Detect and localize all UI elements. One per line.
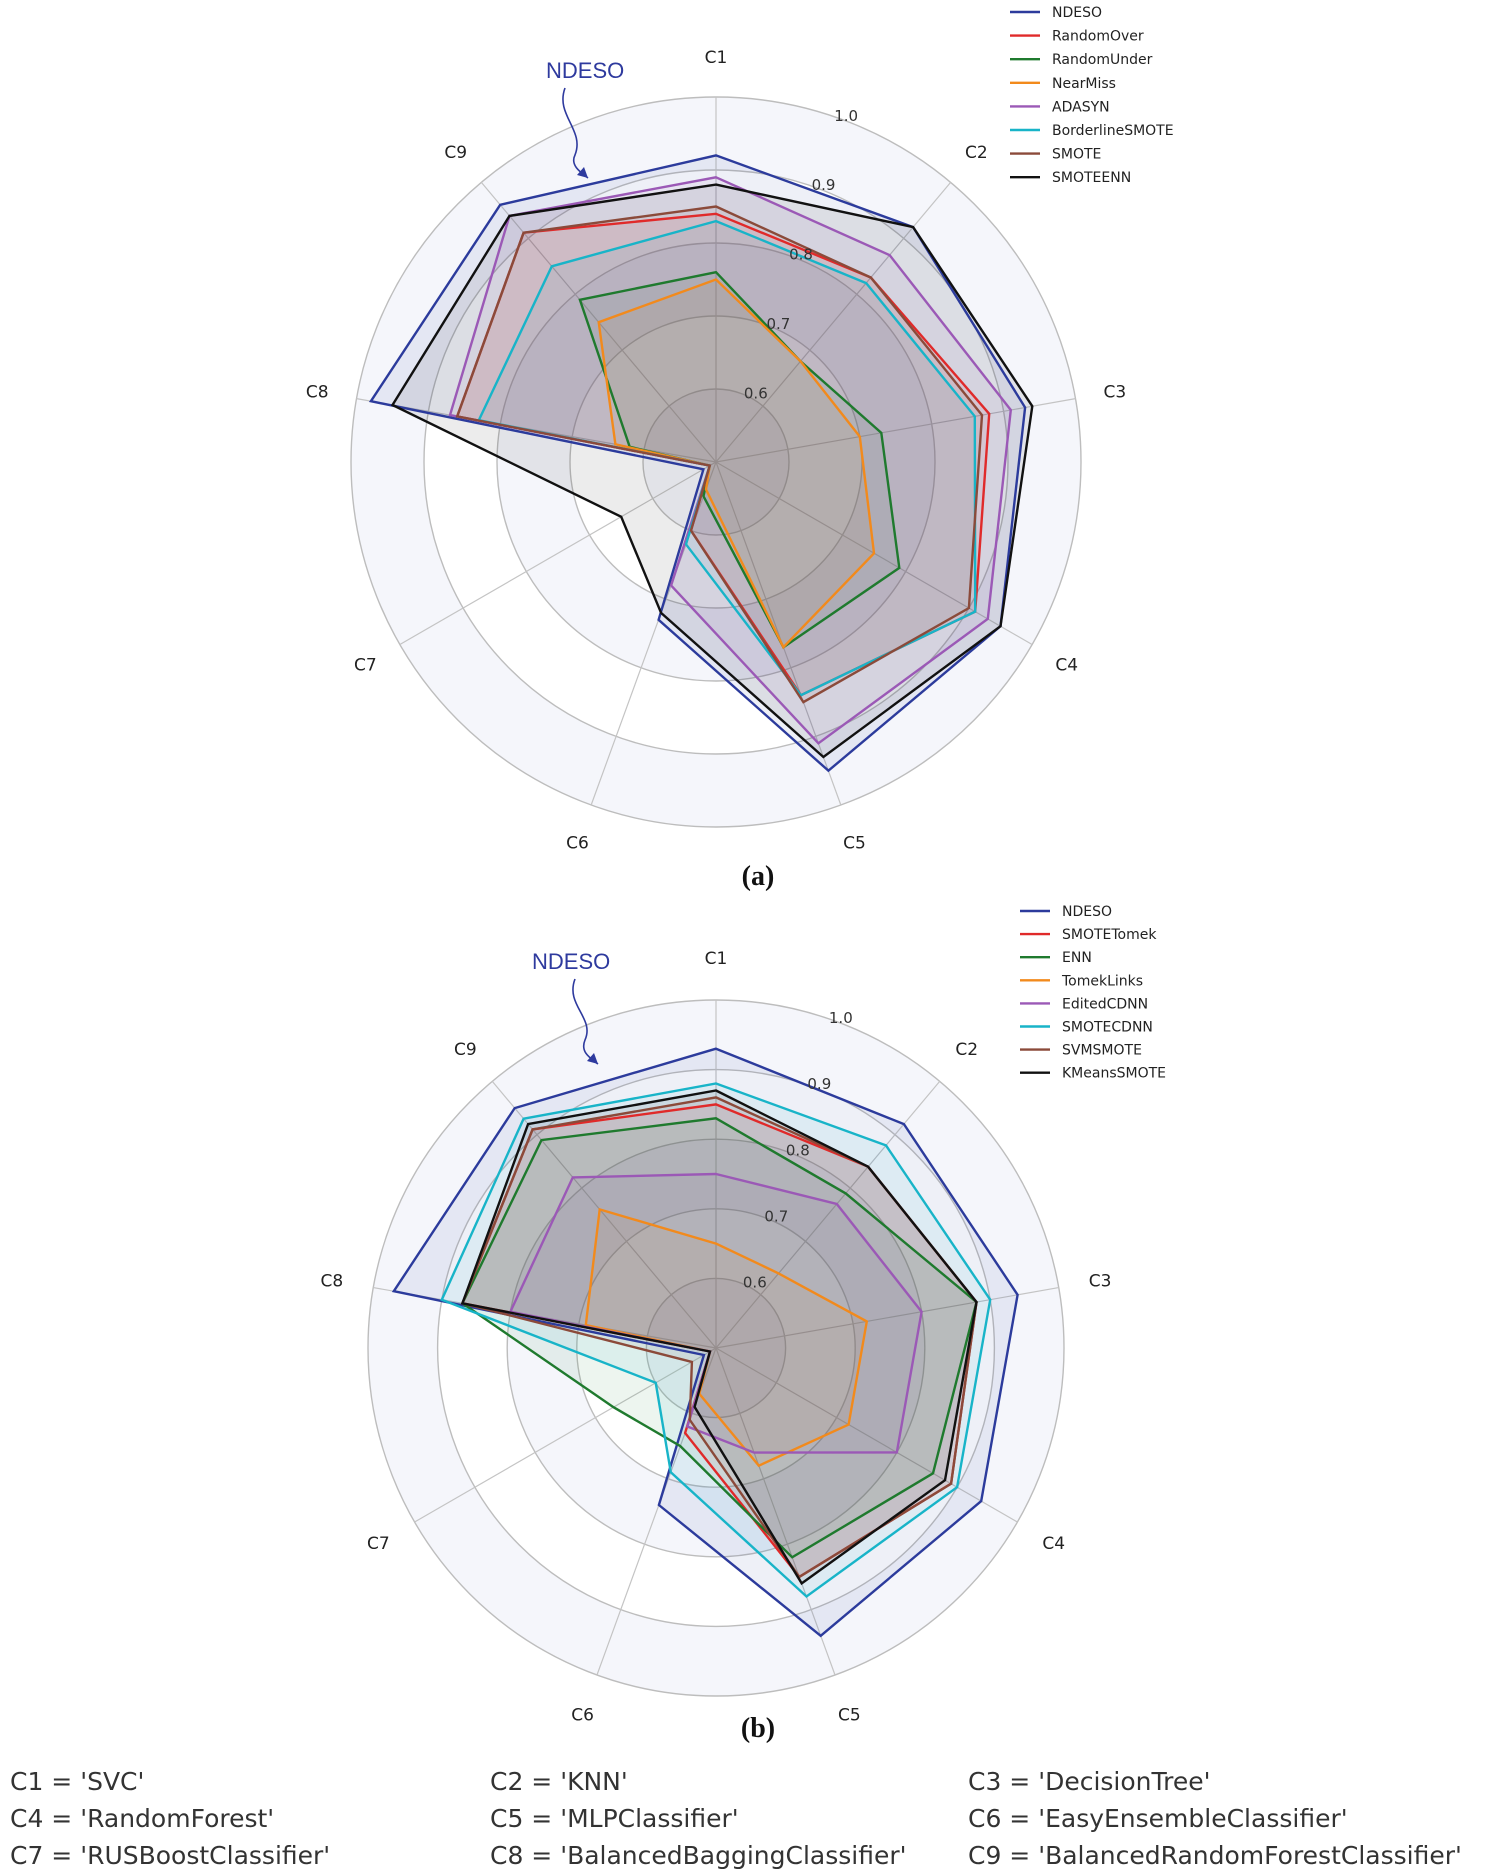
legend-label: SMOTECDNN (1062, 1020, 1153, 1036)
series-fill-enn (462, 1118, 977, 1558)
series-line-borderlinesmote (477, 219, 977, 697)
tick-label: 0.8 (786, 1141, 810, 1159)
tick-label: 0.9 (807, 1075, 831, 1093)
tick-label: 0.6 (744, 385, 768, 403)
axis-label-c8: C8 (321, 1271, 344, 1291)
legend-label: SVMSMOTE (1062, 1043, 1142, 1059)
legend-label: ENN (1062, 950, 1092, 966)
legend-label: RandomUnder (1052, 52, 1153, 68)
series-line-smotecdnn (440, 1082, 992, 1599)
series-line-adasyn (448, 176, 1013, 745)
axis-label-c2: C2 (955, 1040, 978, 1060)
tick-label: 0.8 (789, 246, 813, 264)
axis-spoke (715, 461, 842, 806)
series-line-enn (460, 1117, 978, 1559)
legend-label: NearMiss (1052, 76, 1116, 92)
series-fill-smoteenn (392, 184, 1033, 758)
axis-label-c9: C9 (444, 143, 467, 163)
key-entry: C5 = 'MLPClassifier' (490, 1804, 739, 1833)
key-entry: C4 = 'RandomForest' (10, 1804, 274, 1833)
legend-label: SMOTEENN (1052, 170, 1131, 186)
series-line-editedcdnn (508, 1172, 923, 1454)
tick-label: 0.7 (767, 315, 791, 333)
legend-label: NDESO (1062, 904, 1112, 920)
legend-label: EditedCDNN (1062, 996, 1148, 1012)
radar-chart-b: 0.6 0.7 0.8 0.9 1.0 C1 C2 C3 C4 C5 C6 C7 C8 C9 NDESO SM… (321, 904, 1166, 1744)
panel-caption: (b) (741, 1713, 775, 1744)
axis-label-c6: C6 (566, 834, 589, 854)
axis-label-c7: C7 (367, 1534, 390, 1554)
axis-label-c3: C3 (1089, 1271, 1112, 1291)
series-fill-nearmiss (598, 279, 874, 648)
series-fill-kmeanssmote (462, 1090, 977, 1584)
series-fill-randomunder (579, 272, 900, 648)
series-fill-tomeklinks (585, 1209, 867, 1466)
legend-label: NDESO (1052, 5, 1102, 21)
axis-label-c7: C7 (354, 656, 377, 676)
key-entry: C3 = 'DecisionTree' (968, 1767, 1210, 1796)
series-line-kmeanssmote (460, 1089, 978, 1586)
series-line-nearmiss (597, 278, 876, 650)
axis-spoke (715, 1286, 1059, 1349)
radar-chart-a: 0.6 0.7 0.8 0.9 1.0 C1 C2 C3 C4 C5 C6 C7 C8 C9 NDESO Ra… (306, 5, 1174, 892)
legend-label: KMeansSMOTE (1062, 1066, 1166, 1082)
series-fill-smotecdnn (441, 1083, 991, 1597)
axis-label-c5: C5 (843, 834, 866, 854)
axis-label-c8: C8 (306, 383, 329, 403)
axis-spoke (399, 461, 717, 646)
ndeso-annotation: NDESO (532, 949, 610, 974)
tick-label: 1.0 (834, 107, 858, 125)
axis-label-c4: C4 (1042, 1534, 1065, 1554)
legend-label: BorderlineSMOTE (1052, 123, 1174, 139)
key-entry: C2 = 'KNN' (490, 1767, 628, 1796)
legend-label: RandomOver (1052, 29, 1144, 45)
key-entry: C8 = 'BalancedBaggingClassifier' (490, 1841, 907, 1870)
axis-label-c6: C6 (571, 1706, 594, 1726)
axis-label-c1: C1 (705, 949, 728, 969)
axis-spoke (715, 398, 1076, 463)
axis-label-c5: C5 (838, 1706, 861, 1726)
series-fill-ndeso (393, 1048, 1018, 1636)
series-line-tomeklinks (584, 1207, 869, 1468)
classifier-key: C1 = 'SVC' C2 = 'KNN' C3 = 'DecisionTree' C… (10, 1767, 1462, 1870)
series-line-ndeso (391, 1047, 1019, 1638)
ndeso-annotation: NDESO (546, 58, 624, 83)
axis-label-c1: C1 (705, 48, 728, 68)
series-fill-randomover (457, 213, 990, 696)
axis-spoke (715, 1347, 1018, 1523)
legend-label: ADASYN (1052, 99, 1110, 115)
tick-label: 0.6 (743, 1274, 767, 1292)
annotation-arrowhead (587, 1053, 598, 1064)
key-entry: C7 = 'RUSBoostClassifier' (10, 1841, 330, 1870)
axis-spoke (715, 1081, 941, 1349)
legend-label: SMOTE (1052, 147, 1101, 163)
key-entry: C9 = 'BalancedRandomForestClassifier' (968, 1841, 1462, 1870)
axis-label-c4: C4 (1055, 656, 1078, 676)
legend-label: TomekLinks (1061, 973, 1143, 989)
key-entry: C1 = 'SVC' (10, 1767, 144, 1796)
axis-spoke (715, 182, 952, 463)
axis-spoke (414, 1347, 717, 1523)
series-fill-adasyn (450, 177, 1011, 744)
axis-spoke (491, 1081, 717, 1349)
series-fill-smotetomek (462, 1104, 977, 1577)
tick-label: 0.9 (812, 176, 836, 194)
series-line-smoteenn (390, 183, 1034, 759)
legend-label: SMOTETomek (1062, 927, 1157, 943)
tick-label: 1.0 (829, 1009, 853, 1027)
axis-label-c9: C9 (454, 1040, 477, 1060)
series-fill-editedcdnn (510, 1174, 922, 1453)
series-line-ndeso (368, 154, 1027, 773)
key-entry: C6 = 'EasyEnsembleClassifier' (968, 1804, 1348, 1833)
axis-spoke (715, 1347, 836, 1676)
tick-label: 0.7 (764, 1208, 788, 1226)
panel-caption: (a) (742, 861, 775, 892)
series-line-smote (455, 205, 984, 704)
axis-label-c3: C3 (1103, 383, 1126, 403)
axis-label-c2: C2 (965, 143, 988, 163)
annotation-arrowhead (577, 167, 588, 178)
